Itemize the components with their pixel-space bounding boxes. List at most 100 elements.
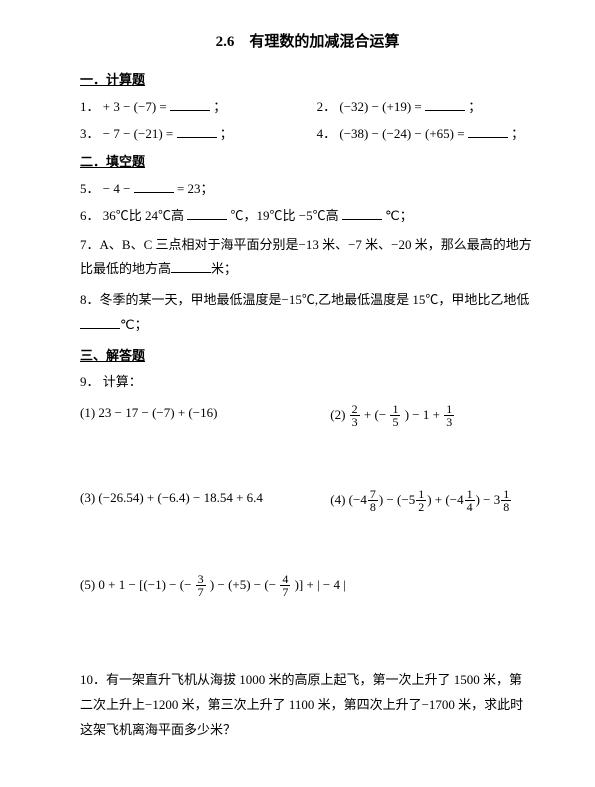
minus-1: − [412, 407, 423, 422]
q7: 7．A、B、C 三点相对于海平面分别是−13 米、−7 米、−20 米，那么最高… [80, 233, 535, 282]
p3: (3) (−26.54) + (−6.4) − 18.54 + 6.4 [80, 488, 330, 513]
frac-4-7: 47 [280, 573, 290, 598]
rpar-4: ) [476, 492, 480, 507]
q5-blank[interactable] [134, 179, 174, 193]
frac-1-3: 13 [444, 403, 454, 428]
q3-num: 3． [80, 126, 100, 141]
q8: 8．冬季的某一天，甲地最低温度是−15℃,乙地最低温度是 15℃，甲地比乙地低 ℃… [80, 288, 535, 337]
q3: 3． − 7 − (−21) = ； [80, 124, 317, 145]
q7-blank[interactable] [171, 259, 211, 273]
m3: 3 [494, 492, 501, 507]
q7-b: 米； [211, 261, 237, 276]
q5: 5． − 4 − = 23； [80, 179, 535, 200]
frac-1-2: 12 [416, 488, 426, 513]
p4-tag: (4) [330, 492, 348, 507]
q6-c: ℃； [385, 208, 413, 223]
neg4: − 4 [323, 577, 340, 592]
section-2-header: 二．填空题 [80, 152, 535, 173]
q2-blank[interactable] [425, 97, 465, 111]
q6-blank-2[interactable] [342, 206, 382, 220]
lpar-3: (− [397, 492, 409, 507]
q2-num: 2． [317, 99, 337, 114]
q4-tail: ； [511, 126, 524, 141]
q5-pre: − 4 − [103, 181, 131, 196]
p5-seg3: )] + [295, 577, 318, 592]
p1-expr: 23 − 17 − (−7) + (−16) [98, 405, 217, 420]
q1-tail: ； [213, 99, 226, 114]
q4: 4． (−38) − (−24) − (+65) = ； [317, 124, 535, 145]
lpar-1: (− [375, 407, 387, 422]
q6-b: ℃，19℃比 −5℃高 [231, 208, 339, 223]
worksheet-page: 2.6 有理数的加减混合运算 一．计算题 1． + 3 − (−7) = ； 2… [0, 0, 595, 778]
q9-label: 计算： [103, 374, 142, 389]
q3-tail: ； [220, 126, 233, 141]
abs-l: | [317, 577, 320, 592]
q3-expr: − 7 − (−21) = [103, 126, 173, 141]
row-q1-q2: 1． + 3 − (−7) = ； 2． (−32) − (+19) = ； [80, 97, 535, 118]
minus-3: − [483, 492, 494, 507]
q9: 9． 计算： [80, 372, 535, 393]
rpar-1: ) [405, 407, 409, 422]
lpar-2: (− [349, 492, 361, 507]
frac-1-8: 18 [501, 488, 511, 513]
m4a: 4 [360, 492, 367, 507]
frac-2-3: 23 [350, 403, 360, 428]
p5-seg1: 0 + 1 − [(−1) − (− [98, 577, 191, 592]
q6-a: 36℃比 24℃高 [103, 208, 184, 223]
section-3-header: 三、解答题 [80, 346, 535, 367]
p2-tag: (2) [330, 407, 348, 422]
q10-num: 10． [80, 672, 106, 687]
q7-a: A、B、C 三点相对于海平面分别是−13 米、−7 米、−20 米，那么最高的地… [80, 237, 532, 277]
p3-expr: (−26.54) + (−6.4) − 18.54 + 6.4 [98, 490, 262, 505]
section-1-header: 一．计算题 [80, 70, 535, 91]
q4-blank[interactable] [468, 124, 508, 138]
m4b: 4 [457, 492, 464, 507]
row-p5: (5) 0 + 1 − [(−1) − (− 37 ) − (+5) − (− … [80, 573, 535, 598]
q6-num: 6． [80, 208, 100, 223]
q8-blank[interactable] [80, 315, 120, 329]
q2: 2． (−32) − (+19) = ； [317, 97, 535, 118]
row-p1-p2: (1) 23 − 17 − (−7) + (−16) (2) 23 + (− 1… [80, 403, 535, 428]
q10-text: 有一架直升飞机从海拔 1000 米的高原上起飞，第一次上升了 1500 米，第二… [80, 672, 523, 736]
p1-tag: (1) [80, 405, 98, 420]
page-title: 2.6 有理数的加减混合运算 [80, 30, 535, 54]
q1-blank[interactable] [170, 97, 210, 111]
q5-num: 5． [80, 181, 100, 196]
q8-num: 8． [80, 292, 100, 307]
row-q3-q4: 3． − 7 − (−21) = ； 4． (−38) − (−24) − (+… [80, 124, 535, 145]
one-1: 1 [423, 407, 430, 422]
q4-num: 4． [317, 126, 337, 141]
q1: 1． + 3 − (−7) = ； [80, 97, 317, 118]
p4: (4) (−478) − (−512) + (−414) − 318 [330, 488, 535, 513]
q6: 6． 36℃比 24℃高 ℃，19℃比 −5℃高 ℃； [80, 206, 535, 227]
frac-1-5: 15 [390, 403, 400, 428]
q10: 10．有一架直升飞机从海拔 1000 米的高原上起飞，第一次上升了 1500 米… [80, 668, 535, 742]
p3-tag: (3) [80, 490, 98, 505]
q6-blank-1[interactable] [187, 206, 227, 220]
abs-r: | [343, 577, 346, 592]
plus-3: + [435, 492, 446, 507]
q4-expr: (−38) − (−24) − (+65) = [339, 126, 464, 141]
q2-expr: (−32) − (+19) = [339, 99, 421, 114]
q1-num: 1． [80, 99, 100, 114]
minus-2: − [386, 492, 397, 507]
p1: (1) 23 − 17 − (−7) + (−16) [80, 403, 330, 428]
q9-num: 9． [80, 374, 100, 389]
p5: (5) 0 + 1 − [(−1) − (− 37 ) − (+5) − (− … [80, 573, 535, 598]
q3-blank[interactable] [177, 124, 217, 138]
rpar-2: ) [379, 492, 383, 507]
q7-num: 7． [80, 237, 100, 252]
q8-b: ℃； [120, 317, 148, 332]
row-p3-p4: (3) (−26.54) + (−6.4) − 18.54 + 6.4 (4) … [80, 488, 535, 513]
frac-7-8a: 78 [368, 488, 378, 513]
p2: (2) 23 + (− 15 ) − 1 + 13 [330, 403, 535, 428]
p5-tag: (5) [80, 577, 98, 592]
q1-expr: + 3 − (−7) = [103, 99, 167, 114]
q2-tail: ； [468, 99, 481, 114]
q5-post: = 23； [177, 181, 214, 196]
plus-1: + [364, 407, 375, 422]
rpar-3: ) [427, 492, 431, 507]
p5-seg2: ) − (+5) − (− [210, 577, 276, 592]
q8-a: 冬季的某一天，甲地最低温度是−15℃,乙地最低温度是 15℃，甲地比乙地低 [100, 292, 530, 307]
m5: 5 [409, 492, 416, 507]
